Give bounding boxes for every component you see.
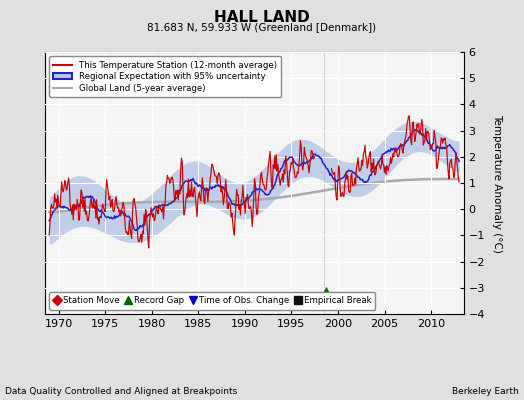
Y-axis label: Temperature Anomaly (°C): Temperature Anomaly (°C) [492,114,502,252]
Text: 81.683 N, 59.933 W (Greenland [Denmark]): 81.683 N, 59.933 W (Greenland [Denmark]) [147,22,377,32]
Text: HALL LAND: HALL LAND [214,10,310,25]
Text: Berkeley Earth: Berkeley Earth [452,387,519,396]
Legend: Station Move, Record Gap, Time of Obs. Change, Empirical Break: Station Move, Record Gap, Time of Obs. C… [49,292,376,310]
Text: Data Quality Controlled and Aligned at Breakpoints: Data Quality Controlled and Aligned at B… [5,387,237,396]
